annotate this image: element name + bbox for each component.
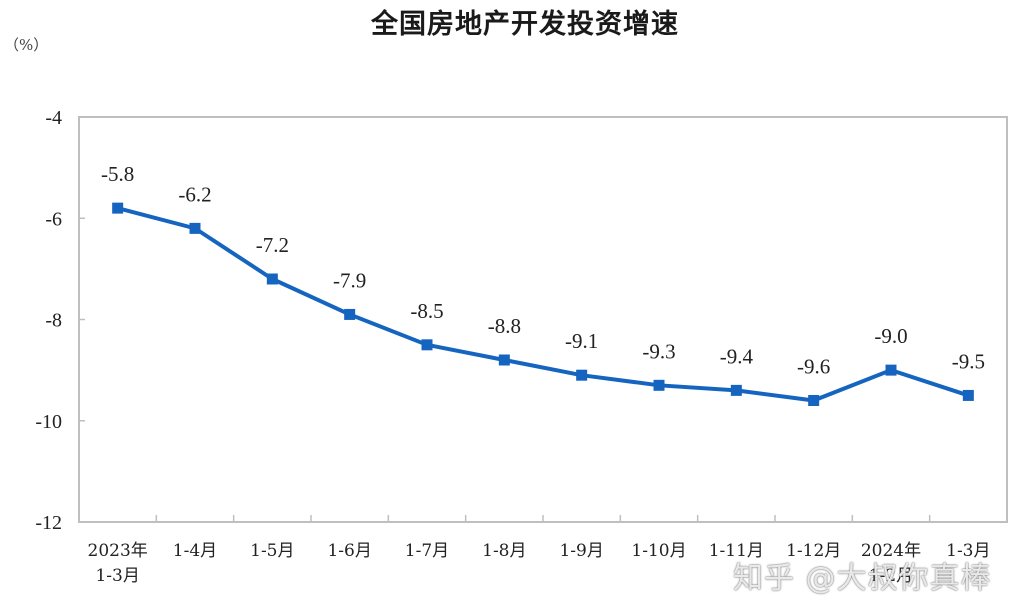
watermark: 知乎 @大叔你真棒 (733, 561, 992, 596)
y-tick-label: -6 (45, 208, 62, 230)
data-point-marker (266, 273, 278, 285)
x-tick-label: 1-7月 (405, 541, 449, 561)
data-point-label: -5.8 (101, 162, 134, 186)
data-point-marker (344, 308, 356, 320)
x-tick-label: 1-12月 (786, 541, 841, 561)
data-point-label: -6.2 (178, 182, 211, 206)
x-tick-label: 1-9月 (559, 541, 603, 561)
y-axis-unit: （%） (4, 36, 49, 54)
data-point-label: -9.1 (565, 329, 598, 353)
y-tick-label: -10 (35, 411, 62, 433)
y-tick-label: -4 (45, 107, 62, 129)
chart-title: 全国房地产开发投资增速 (371, 9, 679, 40)
data-point-label: -8.8 (488, 314, 521, 338)
data-point-label: -9.6 (797, 355, 830, 379)
data-point-label: -9.0 (874, 324, 907, 348)
y-tick-label: -12 (35, 512, 62, 534)
x-tick-label: 2023年 1-3月 (88, 541, 148, 586)
x-tick-label: 1-4月 (173, 541, 217, 561)
x-tick-label: 1-5月 (250, 541, 294, 561)
data-point-label: -8.5 (410, 299, 443, 323)
x-tick-label: 1-10月 (631, 541, 686, 561)
data-point-label: -7.2 (256, 233, 289, 257)
y-tick-label: -8 (45, 310, 62, 332)
x-tick-label: 1-11月 (709, 541, 764, 561)
data-point-marker (112, 202, 124, 214)
data-point-marker (885, 364, 897, 376)
series-line (112, 202, 974, 406)
data-point-label: -9.4 (720, 344, 754, 368)
data-point-marker (808, 395, 820, 406)
data-point-label: -9.5 (952, 349, 985, 373)
data-point-marker (576, 369, 588, 381)
data-point-marker (653, 379, 665, 391)
x-tick-label: 1-6月 (327, 541, 371, 561)
data-point-label: -9.3 (642, 339, 675, 363)
data-labels: -5.8 -6.2 -7.2 -7.9 -8.5 -8.8 -9.1 -9.3 -9.4 -9.6… (101, 162, 985, 378)
data-point-marker (730, 384, 742, 396)
data-point-marker (189, 222, 201, 234)
data-line (117, 206, 969, 403)
data-point-label: -7.9 (333, 268, 366, 292)
data-point-marker (498, 354, 510, 366)
plot-frame (78, 116, 1008, 523)
data-point-marker (962, 389, 974, 401)
x-tick-label: 1-3月 (946, 541, 990, 561)
y-axis: -4 -6 -8 -10 -12 (35, 107, 85, 534)
x-tick-label: 1-8月 (482, 541, 526, 561)
x-tick-label: 2024年 1-2月 (861, 541, 921, 586)
data-point-marker (421, 339, 433, 351)
x-axis: 2023年 1-3月 1-4月 1-5月 1-6月 1-7月 1-8月 1-9月 1-10月 1-… (88, 515, 991, 586)
